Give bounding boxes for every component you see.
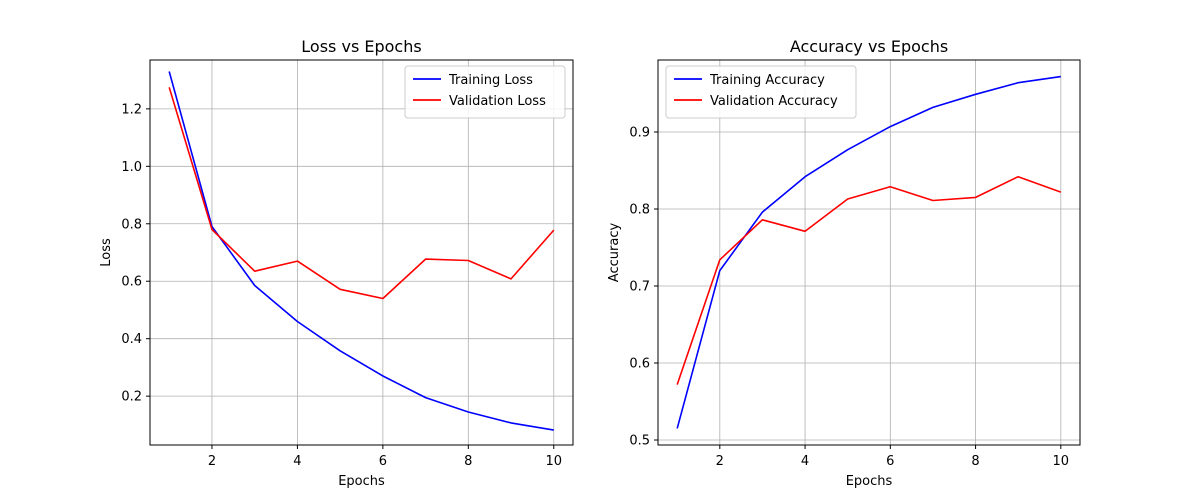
y-tick-label: 1.0 (121, 160, 142, 175)
plot-frame (657, 59, 1081, 446)
legend-entry: Training Accuracy (709, 73, 825, 88)
y-tick-label: 0.6 (629, 356, 650, 371)
chart-title: Loss vs Epochs (301, 37, 421, 56)
y-tick-label: 0.4 (121, 332, 142, 347)
x-tick-label: 10 (1053, 454, 1070, 469)
x-tick-label: 10 (545, 454, 562, 469)
y-tick-label: 0.8 (629, 202, 650, 217)
legend-entry: Validation Loss (449, 94, 546, 109)
legend: Training Loss Validation Loss (404, 65, 566, 119)
y-tick-label: 0.9 (629, 125, 650, 140)
y-tick-label: 0.6 (121, 275, 142, 290)
x-tick-label: 8 (464, 454, 472, 469)
y-axis-label: Accuracy (607, 223, 622, 283)
series-line (676, 75, 1061, 429)
legend-box (404, 65, 566, 119)
x-axis-label: Epochs (338, 474, 385, 489)
x-tick-label: 4 (801, 454, 809, 469)
y-tick-label: 0.8 (121, 217, 142, 232)
x-tick-label: 6 (886, 454, 894, 469)
legend-entry: Validation Accuracy (710, 94, 838, 109)
chart-title: Accuracy vs Epochs (790, 37, 948, 56)
x-tick-label: 4 (293, 454, 301, 469)
series-line (168, 71, 554, 431)
series-line (168, 87, 555, 300)
y-tick-label: 0.7 (629, 279, 650, 294)
x-axis-label: Epochs (846, 474, 893, 489)
y-tick-label: 0.2 (121, 390, 142, 405)
legend-box (665, 65, 857, 119)
x-tick-label: 8 (971, 454, 979, 469)
x-tick-label: 2 (208, 454, 216, 469)
y-tick-label: 0.5 (629, 433, 650, 448)
loss-chart-panel: 2 4 6 8 10 0.2 0.4 0.6 0.8 1.0 1.2 Loss vs Epochs Ep… (99, 37, 574, 489)
legend: Training Accuracy Validation Accuracy (665, 65, 857, 119)
y-axis-label: Loss (99, 238, 114, 267)
legend-entry: Training Loss (448, 73, 533, 88)
x-tick-label: 2 (716, 454, 724, 469)
x-tick-label: 6 (379, 454, 387, 469)
series-line (676, 175, 1062, 385)
accuracy-chart-panel: 2 4 6 8 10 0.5 0.6 0.7 0.8 0.9 Accuracy vs Epochs E… (607, 37, 1081, 489)
y-tick-label: 1.2 (121, 102, 142, 117)
plot-frame (149, 59, 574, 446)
